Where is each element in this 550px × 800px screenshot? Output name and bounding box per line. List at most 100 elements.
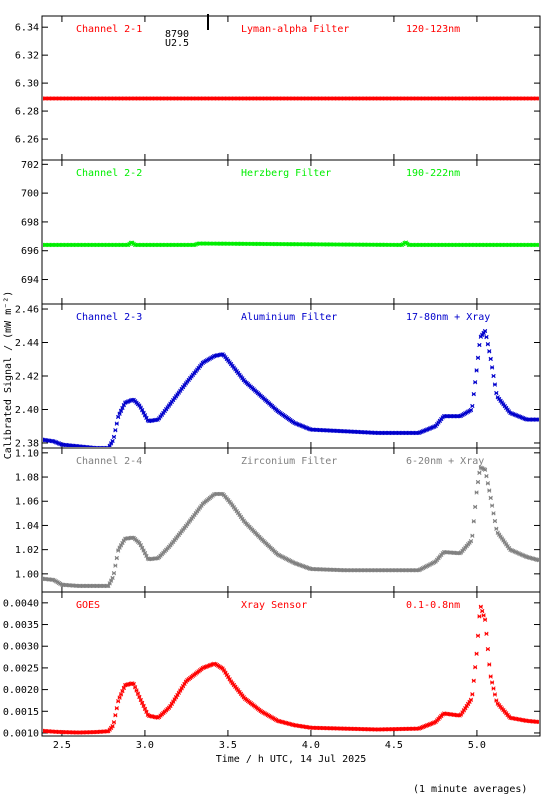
data-point xyxy=(474,368,479,373)
y-tick-label: 1.00 xyxy=(15,569,39,580)
panel-channel-label: GOES xyxy=(76,600,100,611)
data-point xyxy=(114,421,119,426)
data-point xyxy=(169,701,174,706)
panel-frame xyxy=(41,15,541,161)
data-point xyxy=(487,488,492,493)
data-point xyxy=(117,695,122,700)
y-tick-label: 2.46 xyxy=(15,305,39,316)
data-point xyxy=(171,699,176,704)
y-tick-label: 6.28 xyxy=(15,107,39,118)
data-point xyxy=(473,665,478,670)
y-tick-label: 1.04 xyxy=(15,521,39,532)
y-tick-label: 2.42 xyxy=(15,372,39,383)
panel-frame xyxy=(41,447,541,593)
data-point xyxy=(118,692,124,697)
data-point xyxy=(142,551,148,556)
data-point xyxy=(482,617,488,622)
data-point xyxy=(142,706,148,712)
data-point xyxy=(491,511,496,516)
data-point xyxy=(468,407,474,413)
y-tick-label: 6.26 xyxy=(15,135,39,146)
data-point xyxy=(536,558,539,563)
data-point xyxy=(480,608,485,614)
data-point xyxy=(471,519,476,524)
data-point xyxy=(114,706,119,711)
annotation-line-2: U2.5 xyxy=(165,38,189,49)
panel-range-label: 6-20nm + Xray xyxy=(406,456,484,467)
data-point xyxy=(172,697,177,702)
data-point xyxy=(485,646,491,652)
data-point xyxy=(114,555,119,561)
panel-2: 694 696 698 700 702 Channel 2-2 Herzberg Filte… xyxy=(21,159,541,305)
data-point xyxy=(182,681,187,687)
data-point xyxy=(110,724,115,729)
y-tick-label: 0.0025 xyxy=(3,663,39,674)
data-point xyxy=(113,428,118,433)
panel-range-label: 120-123nm xyxy=(406,24,460,35)
data-point xyxy=(173,695,179,700)
y-tick-label: 0.0035 xyxy=(3,620,39,631)
footnote: (1 minute averages) xyxy=(413,784,527,795)
y-tick-label: 6.34 xyxy=(15,23,39,34)
data-point xyxy=(178,688,183,693)
x-tick-label: 4.0 xyxy=(302,740,320,751)
data-point xyxy=(481,613,486,618)
data-point xyxy=(106,583,111,589)
data-point xyxy=(477,470,482,475)
data-point xyxy=(488,495,493,501)
y-tick-label: 1.08 xyxy=(15,473,39,484)
x-tick-label: 2.5 xyxy=(53,740,71,751)
data-point xyxy=(489,680,495,685)
data-point xyxy=(108,441,114,446)
data-point xyxy=(141,548,146,553)
data-point xyxy=(113,563,118,568)
panel-5: 0.0010 0.0015 0.0020 0.0025 0.0030 0.0035 0.00… xyxy=(3,591,541,751)
panel-range-label: 190-222nm xyxy=(406,168,460,179)
panel-frame xyxy=(41,159,541,305)
data-point xyxy=(107,443,112,447)
data-point xyxy=(176,690,182,695)
data-point xyxy=(113,713,118,718)
panel-channel-label: Channel 2-4 xyxy=(76,456,142,467)
data-point xyxy=(108,578,114,583)
data-point xyxy=(471,391,476,397)
series-marks xyxy=(43,328,539,447)
data-point xyxy=(536,242,539,248)
data-point xyxy=(138,405,143,410)
data-point xyxy=(111,434,117,440)
data-point xyxy=(484,473,489,479)
data-point xyxy=(488,356,493,362)
data-point xyxy=(468,538,474,544)
data-point xyxy=(180,683,186,689)
y-tick-label: 2.40 xyxy=(15,405,39,416)
panel-range-label: 0.1-0.8nm xyxy=(406,600,460,611)
data-point xyxy=(484,631,489,636)
data-point xyxy=(227,677,232,682)
data-point xyxy=(110,438,115,444)
y-axis-label: Calibrated Signal / (mW m⁻²) xyxy=(3,291,14,460)
data-point xyxy=(477,342,482,348)
data-point xyxy=(485,481,491,486)
data-point xyxy=(117,411,122,416)
data-point xyxy=(494,390,499,396)
data-point xyxy=(489,503,495,508)
data-point xyxy=(494,698,499,703)
data-point xyxy=(111,720,117,725)
series-marks xyxy=(43,96,539,101)
panel-filter-label: Aluminium Filter xyxy=(241,312,337,323)
data-point xyxy=(107,581,112,586)
x-tick-label: 4.5 xyxy=(385,740,403,751)
panel-3: 2.38 2.40 2.42 2.44 2.46 Channel 2-3 Aluminium… xyxy=(15,303,541,449)
y-tick-label: 6.30 xyxy=(15,79,39,90)
x-tick-label: 3.5 xyxy=(219,740,237,751)
data-point xyxy=(131,681,136,687)
y-tick-label: 6.32 xyxy=(15,51,39,62)
data-point xyxy=(116,699,121,704)
data-point xyxy=(137,694,142,700)
data-point xyxy=(475,479,481,485)
data-point xyxy=(118,408,124,413)
data-point xyxy=(226,674,231,680)
data-point xyxy=(141,410,146,415)
y-tick-label: 0.0010 xyxy=(3,728,39,739)
